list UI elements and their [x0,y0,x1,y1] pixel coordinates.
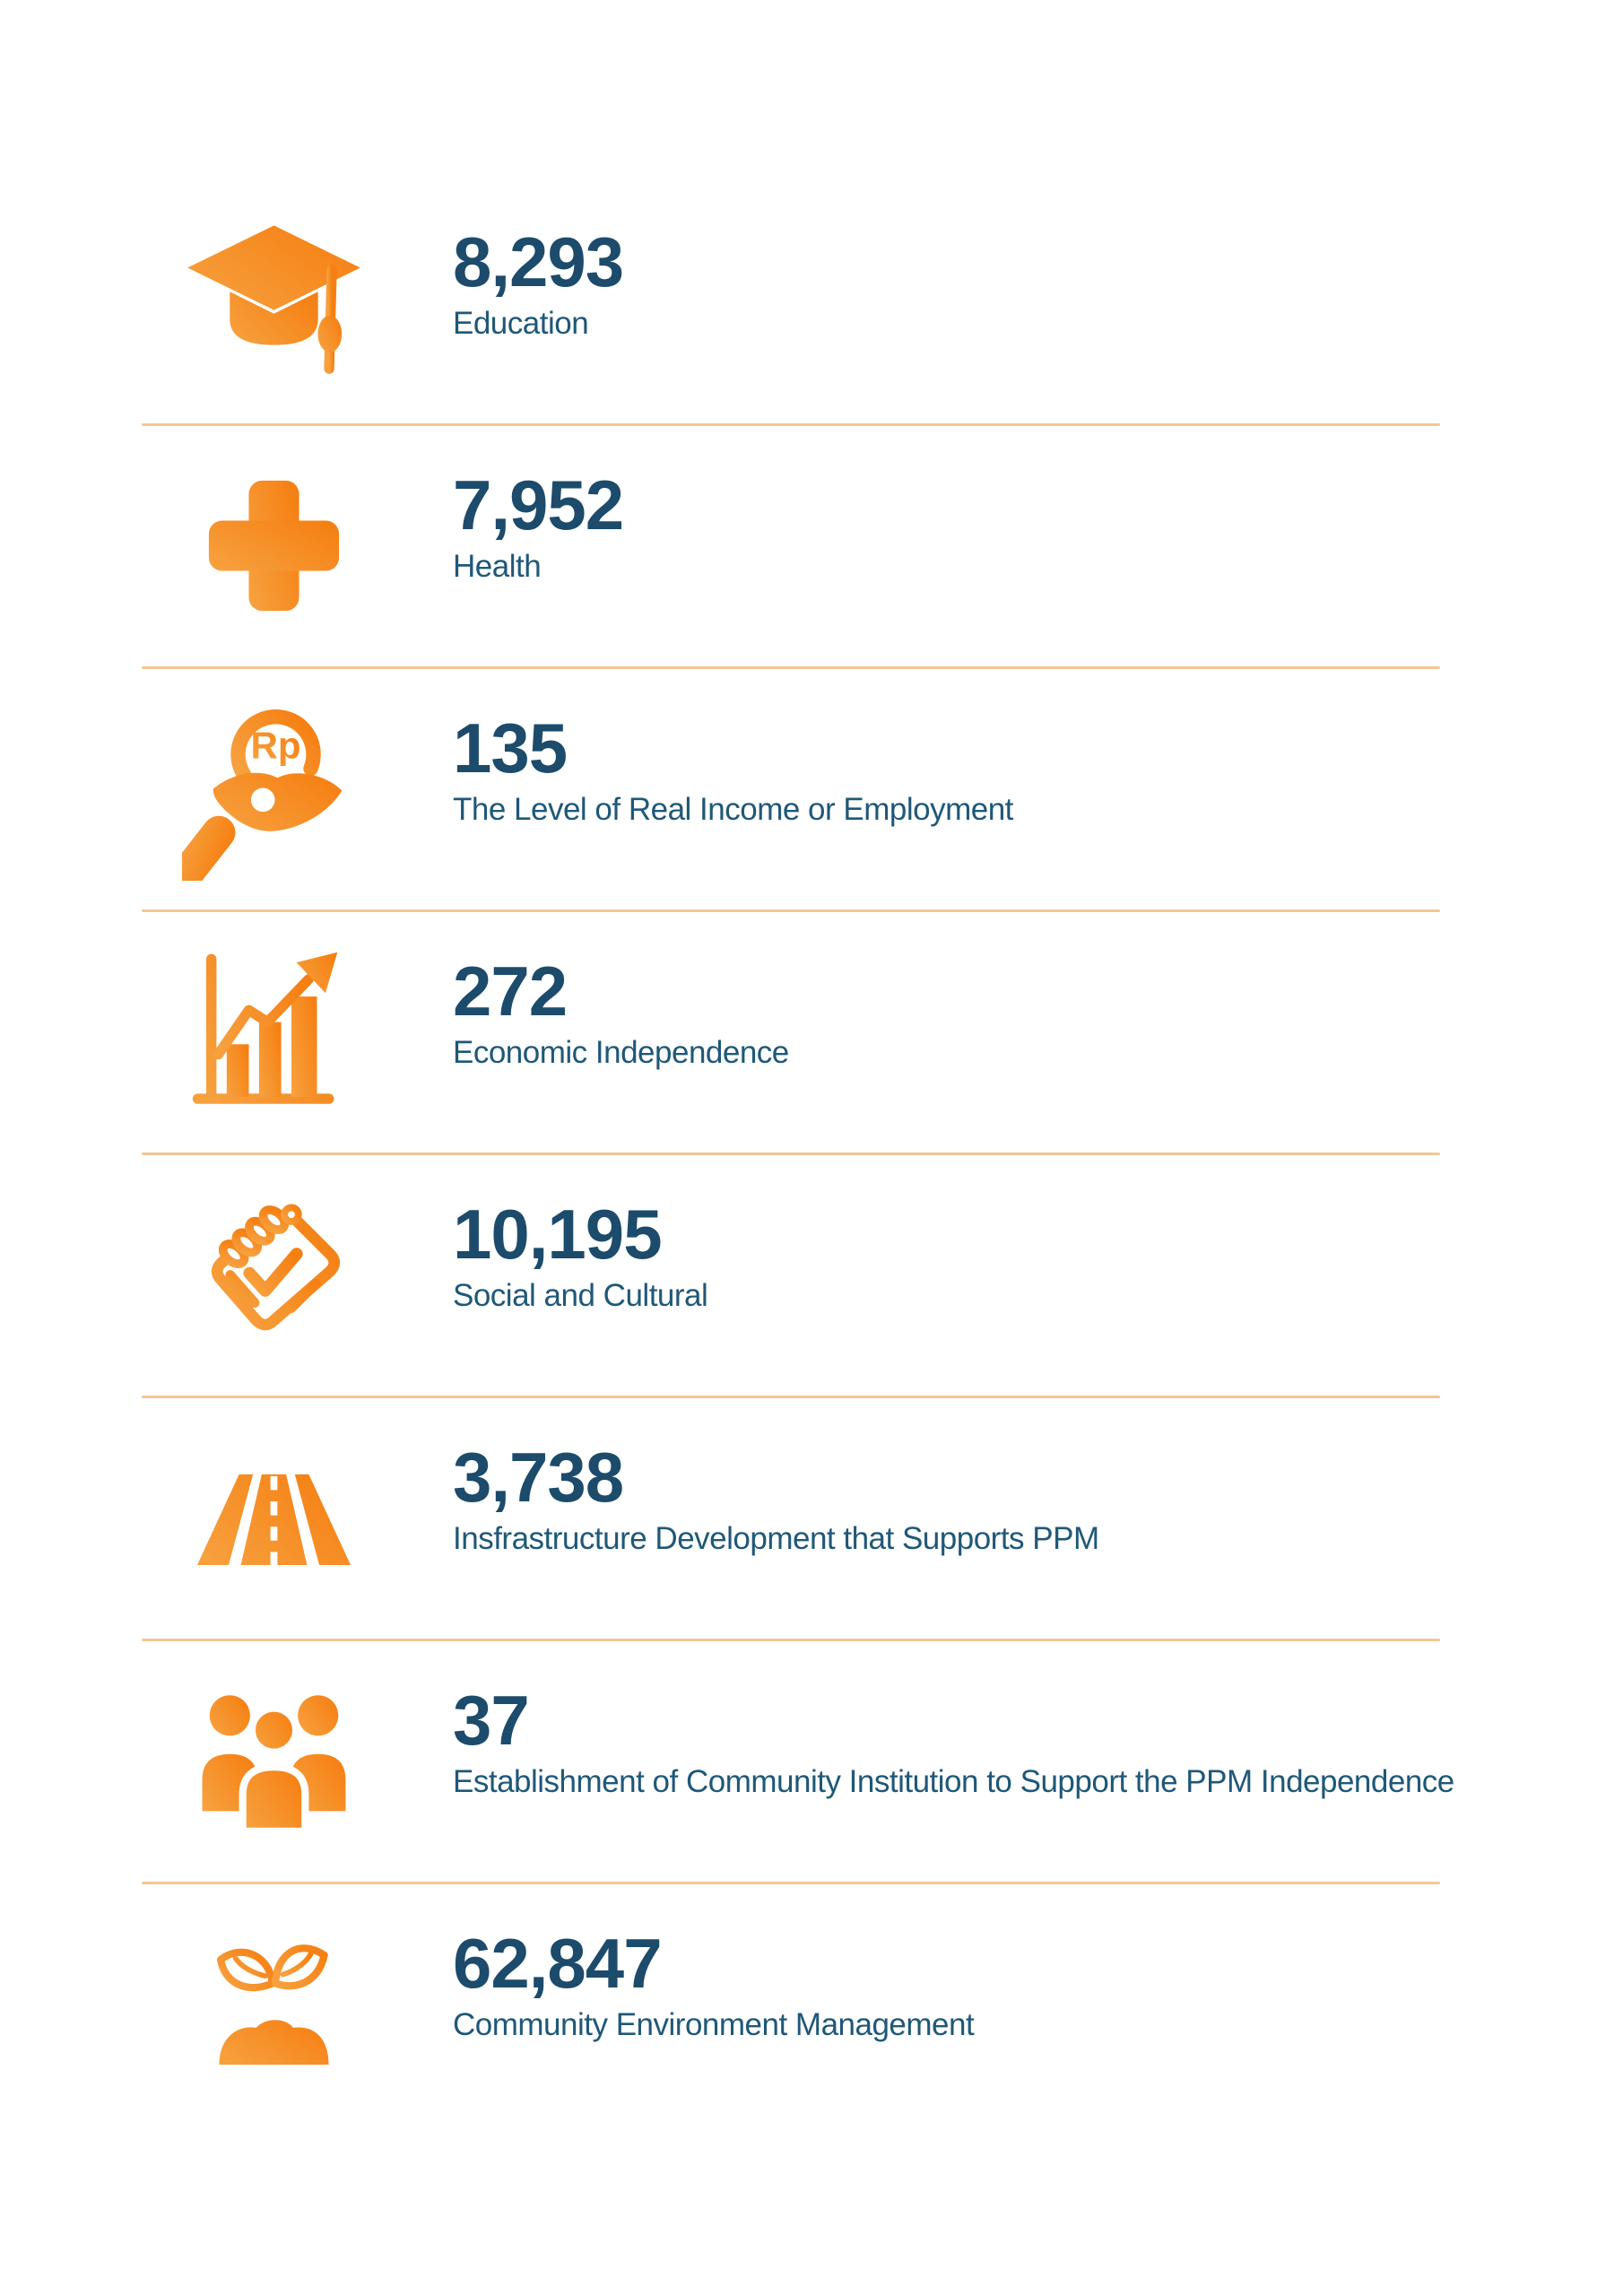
row-divider [142,1152,1440,1155]
stat-row-institution: 37 Establishment of Community Institutio… [142,1639,1623,1884]
row-divider [142,1882,1440,1884]
stat-row-infrastructure: 3,738 Insfrastructure Development that S… [142,1396,1623,1641]
stat-value: 62,847 [453,1924,663,2004]
stat-value: 10,195 [453,1195,663,1274]
growth-chart-icon [192,952,337,1104]
row-divider [142,423,1440,426]
graduation-cap-icon [187,225,360,374]
stat-list: 8,293 Education 7,952 Health [142,181,1623,2126]
rupiah-hand-icon: Rp [182,709,343,881]
stat-label: Education [453,306,589,342]
stat-row-economic: 272 Economic Independence [142,910,1623,1155]
stat-label: Economic Independence [453,1035,789,1071]
road-icon [196,1474,352,1565]
stat-value: 7,952 [453,465,624,545]
rupiah-symbol: Rp [251,725,301,767]
stat-value: 8,293 [453,222,624,302]
stat-label: Community Environment Management [453,2007,975,2043]
stat-value: 272 [453,952,568,1031]
stat-row-education: 8,293 Education [142,181,1623,426]
stat-label: The Level of Real Income or Employment [453,792,1013,828]
stat-label: Establishment of Community Institution t… [453,1764,1454,1800]
stat-row-environment: 62,847 Community Environment Management [142,1883,1623,2126]
sprout-icon [216,1944,329,2066]
stat-row-income: Rp 135 The Level of Real Income or Emplo… [142,667,1623,912]
stat-value: 3,738 [453,1438,624,1518]
stat-value: 135 [453,709,568,788]
stat-label: Social and Cultural [453,1278,708,1314]
health-cross-icon [208,480,340,612]
handshake-check-icon [211,1204,341,1331]
row-divider [142,1639,1440,1641]
stat-row-health: 7,952 Health [142,424,1623,669]
row-divider [142,666,1440,669]
stat-label: Insfrastructure Development that Support… [453,1521,1099,1557]
community-people-icon [202,1694,346,1833]
stat-value: 37 [453,1681,530,1761]
row-divider [142,909,1440,912]
row-divider [142,1396,1440,1398]
stat-label: Health [453,549,542,585]
stat-row-social: 10,195 Social and Cultural [142,1153,1623,1398]
